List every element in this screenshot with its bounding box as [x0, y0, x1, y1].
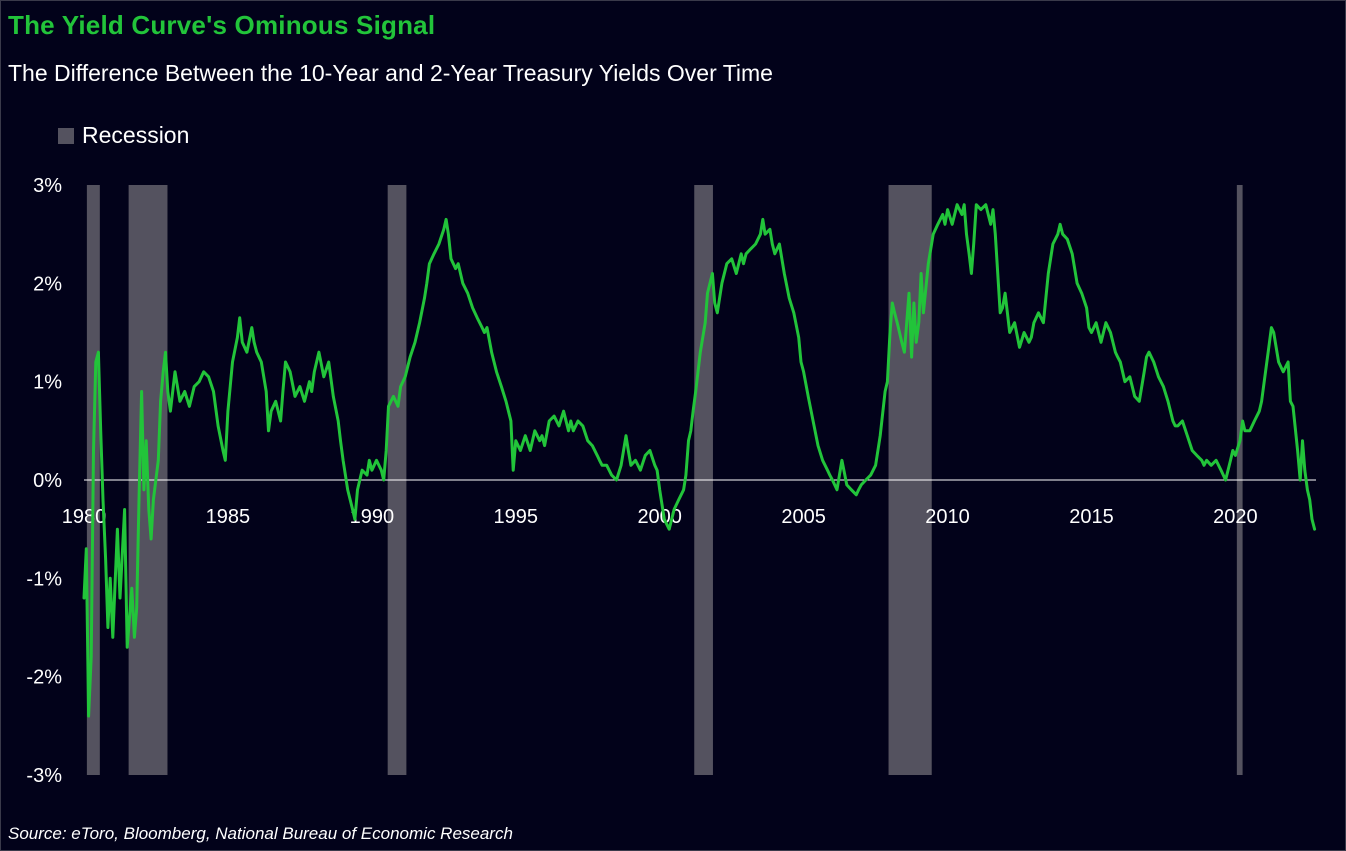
- legend-swatch-recession: [58, 127, 74, 144]
- chart-subtitle: The Difference Between the 10-Year and 2…: [8, 60, 773, 86]
- chart-legend: Recession: [58, 122, 189, 149]
- x-tick-label: 2010: [925, 506, 970, 528]
- x-tick-label: 2020: [1213, 506, 1258, 528]
- y-tick-label: 1%: [33, 372, 62, 394]
- series-line-1: [82, 203, 1317, 718]
- legend-label-recession: Recession: [82, 122, 190, 148]
- y-tick-label: -2%: [26, 667, 62, 689]
- x-tick-label: 1980: [62, 506, 107, 528]
- x-tick-label: 2015: [1069, 506, 1114, 528]
- y-tick-label: 0%: [33, 470, 62, 492]
- chart-title: The Yield Curve's Ominous Signal: [8, 10, 436, 40]
- x-tick-label: 1985: [206, 506, 251, 528]
- x-tick-label: 1995: [494, 506, 539, 528]
- axis-ticks: -3%-2%-1%0%1%2%3%1980 1985 1990 1995 2000 200…: [26, 175, 1257, 787]
- y-tick-label: -3%: [26, 765, 62, 787]
- x-tick-label: 2005: [781, 506, 826, 528]
- source-note: Source: eToro, Bloomberg, National Burea…: [8, 824, 513, 843]
- y-tick-label: -1%: [26, 568, 62, 590]
- y-tick-label: 3%: [33, 175, 62, 197]
- x-tick-label: 1990: [350, 506, 395, 528]
- y-tick-label: 2%: [33, 273, 62, 295]
- series-layer: [82, 203, 1317, 718]
